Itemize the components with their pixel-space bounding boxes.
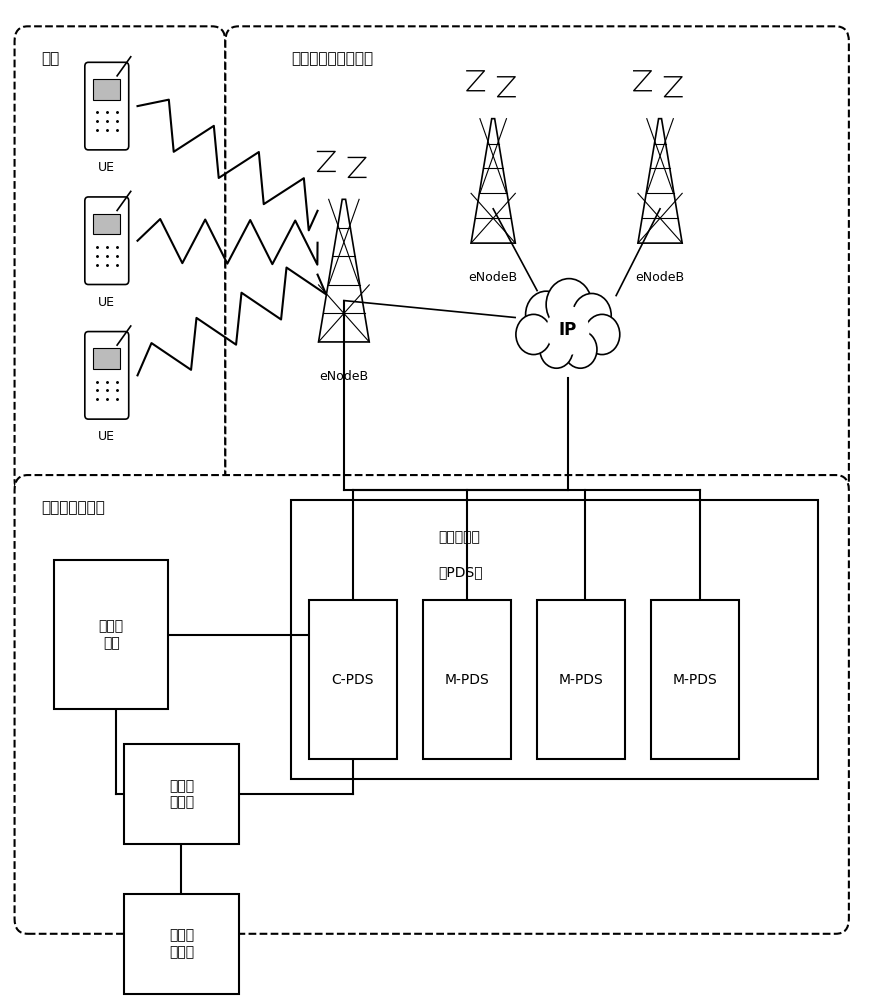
Text: eNodeB: eNodeB [469, 271, 518, 284]
Circle shape [540, 331, 573, 368]
Text: IP: IP [559, 321, 577, 339]
Text: UE: UE [99, 161, 115, 174]
Text: （PDS）: （PDS） [439, 565, 484, 579]
Text: 调度台
客户端: 调度台 客户端 [169, 929, 194, 959]
FancyBboxPatch shape [226, 26, 849, 495]
Circle shape [584, 314, 620, 355]
FancyBboxPatch shape [124, 894, 239, 994]
FancyBboxPatch shape [93, 79, 120, 100]
Circle shape [573, 293, 611, 338]
FancyBboxPatch shape [423, 600, 511, 759]
FancyBboxPatch shape [15, 26, 226, 495]
Text: UE: UE [99, 296, 115, 309]
Text: 归属寄
存器: 归属寄 存器 [99, 620, 123, 650]
FancyBboxPatch shape [15, 475, 849, 934]
Text: eNodeB: eNodeB [635, 271, 685, 284]
Text: 终端: 终端 [41, 51, 59, 66]
Text: 宿带无线接入子系统: 宿带无线接入子系统 [292, 51, 374, 66]
Text: M-PDS: M-PDS [445, 673, 489, 687]
FancyBboxPatch shape [537, 600, 625, 759]
Text: C-PDS: C-PDS [331, 673, 374, 687]
Circle shape [526, 291, 566, 338]
FancyBboxPatch shape [93, 214, 120, 234]
Circle shape [546, 306, 589, 355]
FancyBboxPatch shape [308, 600, 396, 759]
Circle shape [516, 314, 552, 355]
FancyBboxPatch shape [85, 197, 129, 285]
Text: eNodeB: eNodeB [319, 370, 368, 383]
FancyBboxPatch shape [93, 348, 120, 369]
FancyBboxPatch shape [124, 744, 239, 844]
Circle shape [564, 331, 597, 368]
FancyBboxPatch shape [85, 62, 129, 150]
Circle shape [546, 279, 592, 330]
Text: M-PDS: M-PDS [559, 673, 603, 687]
Text: 集群调度子系统: 集群调度子系统 [41, 500, 105, 515]
Text: UE: UE [99, 430, 115, 443]
Text: M-PDS: M-PDS [673, 673, 717, 687]
FancyBboxPatch shape [292, 500, 818, 779]
FancyBboxPatch shape [85, 332, 129, 419]
FancyBboxPatch shape [54, 560, 168, 709]
Text: 调度服务器: 调度服务器 [439, 530, 481, 544]
Text: 调度台
服务器: 调度台 服务器 [169, 779, 194, 809]
FancyBboxPatch shape [651, 600, 739, 759]
